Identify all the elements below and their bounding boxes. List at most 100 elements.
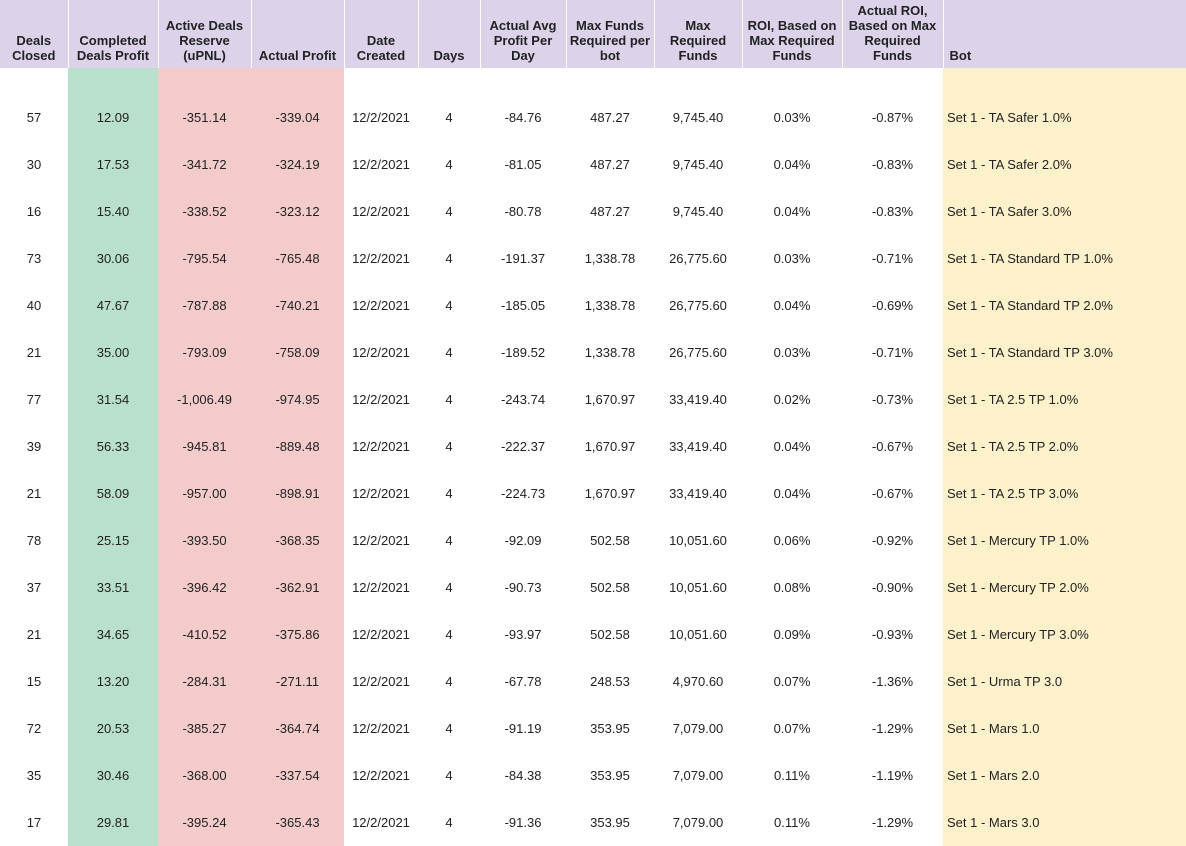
- cell-deals-closed[interactable]: 73: [26, 251, 42, 266]
- cell-completed-profit[interactable]: 13.20: [68, 658, 158, 705]
- cell-days[interactable]: 4: [445, 251, 453, 266]
- cell-max-required-funds[interactable]: 33,419.40: [669, 439, 727, 454]
- cell-avg-profit-day[interactable]: -243.74: [500, 392, 546, 407]
- cell-completed-profit[interactable]: 58.09: [68, 470, 158, 517]
- cell-avg-profit-day[interactable]: -91.19: [504, 721, 542, 736]
- cell-bot[interactable]: Set 1 - TA Standard TP 2.0%: [943, 282, 1186, 329]
- cell-max-funds-bot[interactable]: 1,338.78: [584, 345, 636, 360]
- cell-avg-profit-day[interactable]: -191.37: [500, 251, 546, 266]
- cell-max-required-funds[interactable]: 9,745.40: [672, 110, 724, 125]
- cell-roi[interactable]: 0.09%: [773, 627, 811, 642]
- cell-avg-profit-day[interactable]: -91.36: [504, 815, 542, 830]
- cell-date-created[interactable]: 12/2/2021: [352, 157, 410, 172]
- cell-completed-profit[interactable]: 30.46: [68, 752, 158, 799]
- cell-bot[interactable]: Set 1 - Mercury TP 3.0%: [943, 611, 1186, 658]
- cell-max-required-funds[interactable]: 7,079.00: [672, 815, 724, 830]
- cell-actual-roi[interactable]: -0.67%: [871, 486, 914, 501]
- cell-date-created[interactable]: 12/2/2021: [352, 768, 410, 783]
- header-bot[interactable]: Bot: [943, 0, 1186, 68]
- cell-date-created[interactable]: 12/2/2021: [352, 298, 410, 313]
- table-row[interactable]: 73 30.06 -795.54 -765.48 12/2/2021 4 -191.37 1,…: [0, 235, 1186, 282]
- cell-completed-profit[interactable]: 56.33: [68, 423, 158, 470]
- cell-deals-closed[interactable]: 39: [26, 439, 42, 454]
- cell-roi[interactable]: 0.11%: [774, 815, 810, 830]
- cell-days[interactable]: 4: [445, 768, 453, 783]
- cell-date-created[interactable]: 12/2/2021: [352, 486, 410, 501]
- cell-max-funds-bot[interactable]: 487.27: [590, 110, 630, 125]
- cell-max-required-funds[interactable]: 26,775.60: [669, 345, 727, 360]
- cell-actual-profit[interactable]: -758.09: [251, 329, 344, 376]
- cell-actual-roi[interactable]: -0.71%: [871, 251, 914, 266]
- cell-avg-profit-day[interactable]: -80.78: [504, 204, 542, 219]
- cell-max-required-funds[interactable]: 9,745.40: [672, 204, 724, 219]
- cell-actual-profit[interactable]: -364.74: [251, 705, 344, 752]
- table-row[interactable]: 21 34.65 -410.52 -375.86 12/2/2021 4 -93.97 502…: [0, 611, 1186, 658]
- cell-roi[interactable]: 0.04%: [773, 439, 811, 454]
- cell-active-reserve[interactable]: -957.00: [158, 470, 251, 517]
- cell-deals-closed[interactable]: 35: [26, 768, 42, 783]
- cell-actual-roi[interactable]: -0.67%: [871, 439, 914, 454]
- cell-max-funds-bot[interactable]: 502.58: [590, 533, 630, 548]
- cell-active-reserve[interactable]: -396.42: [158, 564, 251, 611]
- cell-deals-closed[interactable]: 37: [26, 580, 42, 595]
- cell-days[interactable]: 4: [445, 204, 453, 219]
- header-active-reserve[interactable]: Active Deals Reserve (uPNL): [158, 0, 252, 68]
- cell-max-funds-bot[interactable]: 487.27: [590, 204, 630, 219]
- cell-roi[interactable]: 0.03%: [773, 345, 811, 360]
- cell-days[interactable]: 4: [445, 157, 453, 172]
- cell-max-funds-bot[interactable]: 353.95: [590, 768, 630, 783]
- cell-bot[interactable]: Set 1 - Mars 3.0: [943, 799, 1186, 846]
- cell-deals-closed[interactable]: 30: [26, 157, 42, 172]
- cell-actual-roi[interactable]: -1.19%: [871, 768, 914, 783]
- cell-deals-closed[interactable]: 21: [26, 486, 42, 501]
- cell-bot[interactable]: Set 1 - Mars 1.0: [943, 705, 1186, 752]
- cell-active-reserve[interactable]: -284.31: [158, 658, 251, 705]
- table-row[interactable]: 17 29.81 -395.24 -365.43 12/2/2021 4 -91.36 353…: [0, 799, 1186, 846]
- header-max-funds-bot[interactable]: Max Funds Required per bot: [566, 0, 655, 68]
- table-row[interactable]: 72 20.53 -385.27 -364.74 12/2/2021 4 -91.19 353…: [0, 705, 1186, 752]
- cell-max-required-funds[interactable]: 9,745.40: [672, 157, 724, 172]
- cell-date-created[interactable]: 12/2/2021: [352, 580, 410, 595]
- cell-max-required-funds[interactable]: 33,419.40: [669, 392, 727, 407]
- table-row[interactable]: 37 33.51 -396.42 -362.91 12/2/2021 4 -90.73 502…: [0, 564, 1186, 611]
- cell-bot[interactable]: Set 1 - TA Safer 1.0%: [943, 68, 1186, 141]
- cell-completed-profit[interactable]: 25.15: [68, 517, 158, 564]
- cell-deals-closed[interactable]: 17: [26, 815, 42, 830]
- cell-bot[interactable]: Set 1 - TA Standard TP 3.0%: [943, 329, 1186, 376]
- cell-active-reserve[interactable]: -393.50: [158, 517, 251, 564]
- cell-max-required-funds[interactable]: 7,079.00: [672, 768, 724, 783]
- cell-roi[interactable]: 0.02%: [773, 392, 811, 407]
- cell-avg-profit-day[interactable]: -185.05: [500, 298, 546, 313]
- cell-actual-roi[interactable]: -0.71%: [871, 345, 914, 360]
- cell-active-reserve[interactable]: -410.52: [158, 611, 251, 658]
- table-row[interactable]: 40 47.67 -787.88 -740.21 12/2/2021 4 -185.05 1,…: [0, 282, 1186, 329]
- cell-avg-profit-day[interactable]: -189.52: [500, 345, 546, 360]
- cell-date-created[interactable]: 12/2/2021: [352, 110, 410, 125]
- cell-max-required-funds[interactable]: 33,419.40: [669, 486, 727, 501]
- cell-actual-roi[interactable]: -0.90%: [871, 580, 914, 595]
- cell-bot[interactable]: Set 1 - TA 2.5 TP 3.0%: [943, 470, 1186, 517]
- table-row[interactable]: 30 17.53 -341.72 -324.19 12/2/2021 4 -81.05 487…: [0, 141, 1186, 188]
- cell-days[interactable]: 4: [445, 627, 453, 642]
- cell-active-reserve[interactable]: -385.27: [158, 705, 251, 752]
- cell-roi[interactable]: 0.04%: [773, 298, 811, 313]
- table-row[interactable]: 39 56.33 -945.81 -889.48 12/2/2021 4 -222.37 1,…: [0, 423, 1186, 470]
- header-max-required-funds[interactable]: Max Required Funds: [654, 0, 743, 68]
- cell-roi[interactable]: 0.06%: [773, 533, 811, 548]
- cell-bot[interactable]: Set 1 - TA 2.5 TP 2.0%: [943, 423, 1186, 470]
- cell-actual-profit[interactable]: -740.21: [251, 282, 344, 329]
- header-deals-closed[interactable]: Deals Closed: [0, 0, 69, 68]
- cell-actual-roi[interactable]: -0.83%: [871, 157, 914, 172]
- cell-days[interactable]: 4: [445, 815, 453, 830]
- cell-max-required-funds[interactable]: 26,775.60: [669, 298, 727, 313]
- cell-max-funds-bot[interactable]: 248.53: [590, 674, 630, 689]
- cell-completed-profit[interactable]: 30.06: [68, 235, 158, 282]
- cell-max-funds-bot[interactable]: 353.95: [590, 815, 630, 830]
- cell-days[interactable]: 4: [445, 580, 453, 595]
- cell-completed-profit[interactable]: 35.00: [68, 329, 158, 376]
- cell-days[interactable]: 4: [445, 674, 453, 689]
- cell-max-required-funds[interactable]: 10,051.60: [669, 580, 727, 595]
- cell-actual-roi[interactable]: -0.92%: [871, 533, 914, 548]
- cell-deals-closed[interactable]: 57: [26, 110, 42, 125]
- cell-max-funds-bot[interactable]: 1,670.97: [584, 392, 636, 407]
